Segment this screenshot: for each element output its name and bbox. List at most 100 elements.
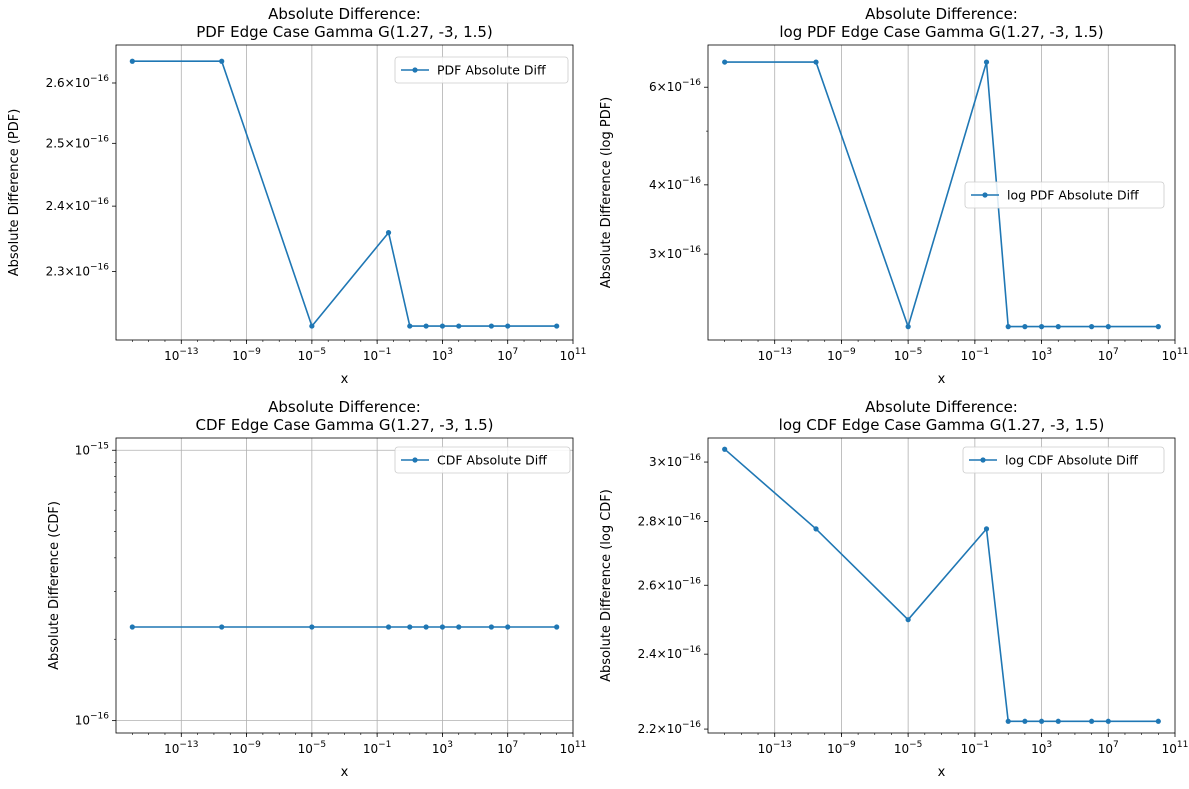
y-tick-label: 3×10−16	[649, 453, 701, 469]
y-tick-label-base: 10	[75, 443, 90, 457]
y-tick-label-base: 6×10	[649, 80, 682, 94]
y-tick-label: 2.2×10−16	[638, 720, 702, 736]
x-tick-label: 10−5	[894, 347, 923, 363]
data-point	[407, 624, 413, 630]
data-point	[488, 624, 494, 630]
x-tick-label-base: 10	[298, 349, 313, 363]
legend: log CDF Absolute Diff	[962, 446, 1165, 474]
legend-label: log CDF Absolute Diff	[1005, 453, 1138, 468]
x-tick-label: 107	[497, 740, 518, 756]
x-tick-label-exponent: 11	[575, 347, 586, 357]
x-tick-label-base: 10	[1031, 349, 1046, 363]
data-point	[456, 323, 462, 329]
x-tick-label-exponent: −5	[313, 347, 326, 357]
chart-title-line: CDF Edge Case Gamma G(1.27, -3, 1.5)	[195, 416, 493, 434]
x-axis-label: x	[938, 765, 946, 780]
x-tick-label-exponent: −5	[313, 740, 326, 750]
y-tick-label-exponent: −16	[90, 134, 109, 144]
x-tick-label-exponent: 7	[512, 740, 518, 750]
data-point	[905, 617, 911, 623]
data-point	[407, 323, 413, 329]
x-tick-label: 10−1	[961, 740, 990, 756]
x-tick-label: 10−1	[363, 347, 392, 363]
y-tick-label: 10−15	[75, 441, 109, 457]
y-tick-label: 10−16	[75, 712, 110, 728]
data-point	[722, 59, 728, 65]
data-point	[813, 526, 819, 532]
y-tick-label: 2.3×10−16	[46, 263, 110, 279]
data-point	[1005, 718, 1011, 724]
data-point	[423, 624, 429, 630]
x-tick-label-exponent: −1	[976, 740, 989, 750]
x-tick-label-base: 10	[560, 742, 575, 756]
legend-marker	[980, 457, 986, 463]
chart-title-line: Absolute Difference:	[268, 398, 421, 416]
x-tick-label-base: 10	[758, 742, 773, 756]
data-point	[983, 526, 990, 532]
x-tick-label: 10−5	[298, 740, 327, 756]
x-tick-label-base: 10	[298, 742, 313, 756]
x-tick-label-exponent: −9	[248, 347, 262, 357]
y-tick-label: 2.5×10−16	[46, 134, 110, 150]
data-point	[722, 446, 728, 452]
x-tick-label-exponent: −13	[773, 347, 792, 357]
data-point	[1055, 324, 1061, 330]
y-axis-label: Absolute Difference (PDF)	[7, 109, 22, 277]
legend-marker	[412, 67, 418, 73]
x-tick-label: 10−9	[232, 740, 261, 756]
data-point	[1155, 324, 1161, 330]
axes-frame	[707, 437, 1176, 734]
x-tick-label: 10−9	[827, 740, 856, 756]
subplot-4: 10−13 10−9 10−5 10−1 103 107 10112.2×10−162.4×…	[599, 398, 1188, 780]
x-tick-label-base: 10	[164, 742, 179, 756]
data-point	[905, 324, 911, 330]
y-tick-label-exponent: −16	[682, 176, 701, 186]
data-point	[1005, 324, 1011, 330]
data-point	[1089, 324, 1095, 330]
y-tick-label-base: 3×10	[649, 455, 682, 469]
x-axis-label: x	[341, 765, 349, 780]
x-tick-label-exponent: −1	[976, 347, 989, 357]
data-point	[129, 58, 135, 64]
y-tick-label-exponent: −16	[682, 645, 701, 655]
chart-title-line: Absolute Difference:	[865, 398, 1018, 416]
x-tick-label-exponent: −13	[179, 347, 198, 357]
data-point	[554, 323, 560, 329]
subplot-2: 10−13 10−9 10−5 10−1 103 107 10113×10−164×10−1…	[599, 5, 1188, 387]
legend-marker	[982, 192, 988, 198]
x-tick-label-exponent: 11	[1177, 740, 1188, 750]
y-tick-label-base: 2.6×10	[638, 578, 682, 592]
legend-label: PDF Absolute Diff	[437, 63, 546, 78]
subplot-3: 10−13 10−9 10−5 10−1 103 107 101110−1610−15Abs…	[47, 398, 586, 780]
y-tick-label: 2.4×10−16	[638, 645, 702, 661]
x-tick-label-base: 10	[1162, 742, 1177, 756]
x-tick-label-exponent: −9	[248, 740, 262, 750]
y-tick-label: 2.4×10−16	[46, 197, 110, 213]
x-tick-label-base: 10	[1098, 742, 1113, 756]
x-tick-label-base: 10	[894, 349, 909, 363]
data-point	[219, 624, 225, 630]
y-tick-label-base: 4×10	[649, 178, 682, 192]
x-tick-label: 103	[432, 347, 453, 363]
legend-label: CDF Absolute Diff	[437, 453, 547, 468]
data-point	[1105, 718, 1111, 724]
x-tick-label: 103	[1031, 740, 1052, 756]
x-tick-label-base: 10	[432, 349, 447, 363]
x-tick-label-exponent: −13	[773, 740, 792, 750]
y-tick-label-base: 2.3×10	[46, 265, 90, 279]
data-point	[439, 323, 446, 329]
y-tick-label-base: 3×10	[649, 247, 682, 261]
data-point	[439, 624, 446, 630]
data-point	[1155, 718, 1161, 724]
x-axis-label: x	[341, 372, 349, 387]
legend-marker	[412, 457, 418, 463]
data-point	[505, 624, 511, 630]
x-tick-label-base: 10	[232, 349, 247, 363]
x-tick-label-base: 10	[560, 349, 575, 363]
data-point	[1105, 324, 1111, 330]
x-tick-label-base: 10	[961, 742, 976, 756]
legend: log PDF Absolute Diff	[964, 181, 1165, 209]
x-tick-label-exponent: 3	[447, 740, 453, 750]
data-point	[456, 624, 462, 630]
x-tick-label: 1011	[1162, 347, 1189, 363]
